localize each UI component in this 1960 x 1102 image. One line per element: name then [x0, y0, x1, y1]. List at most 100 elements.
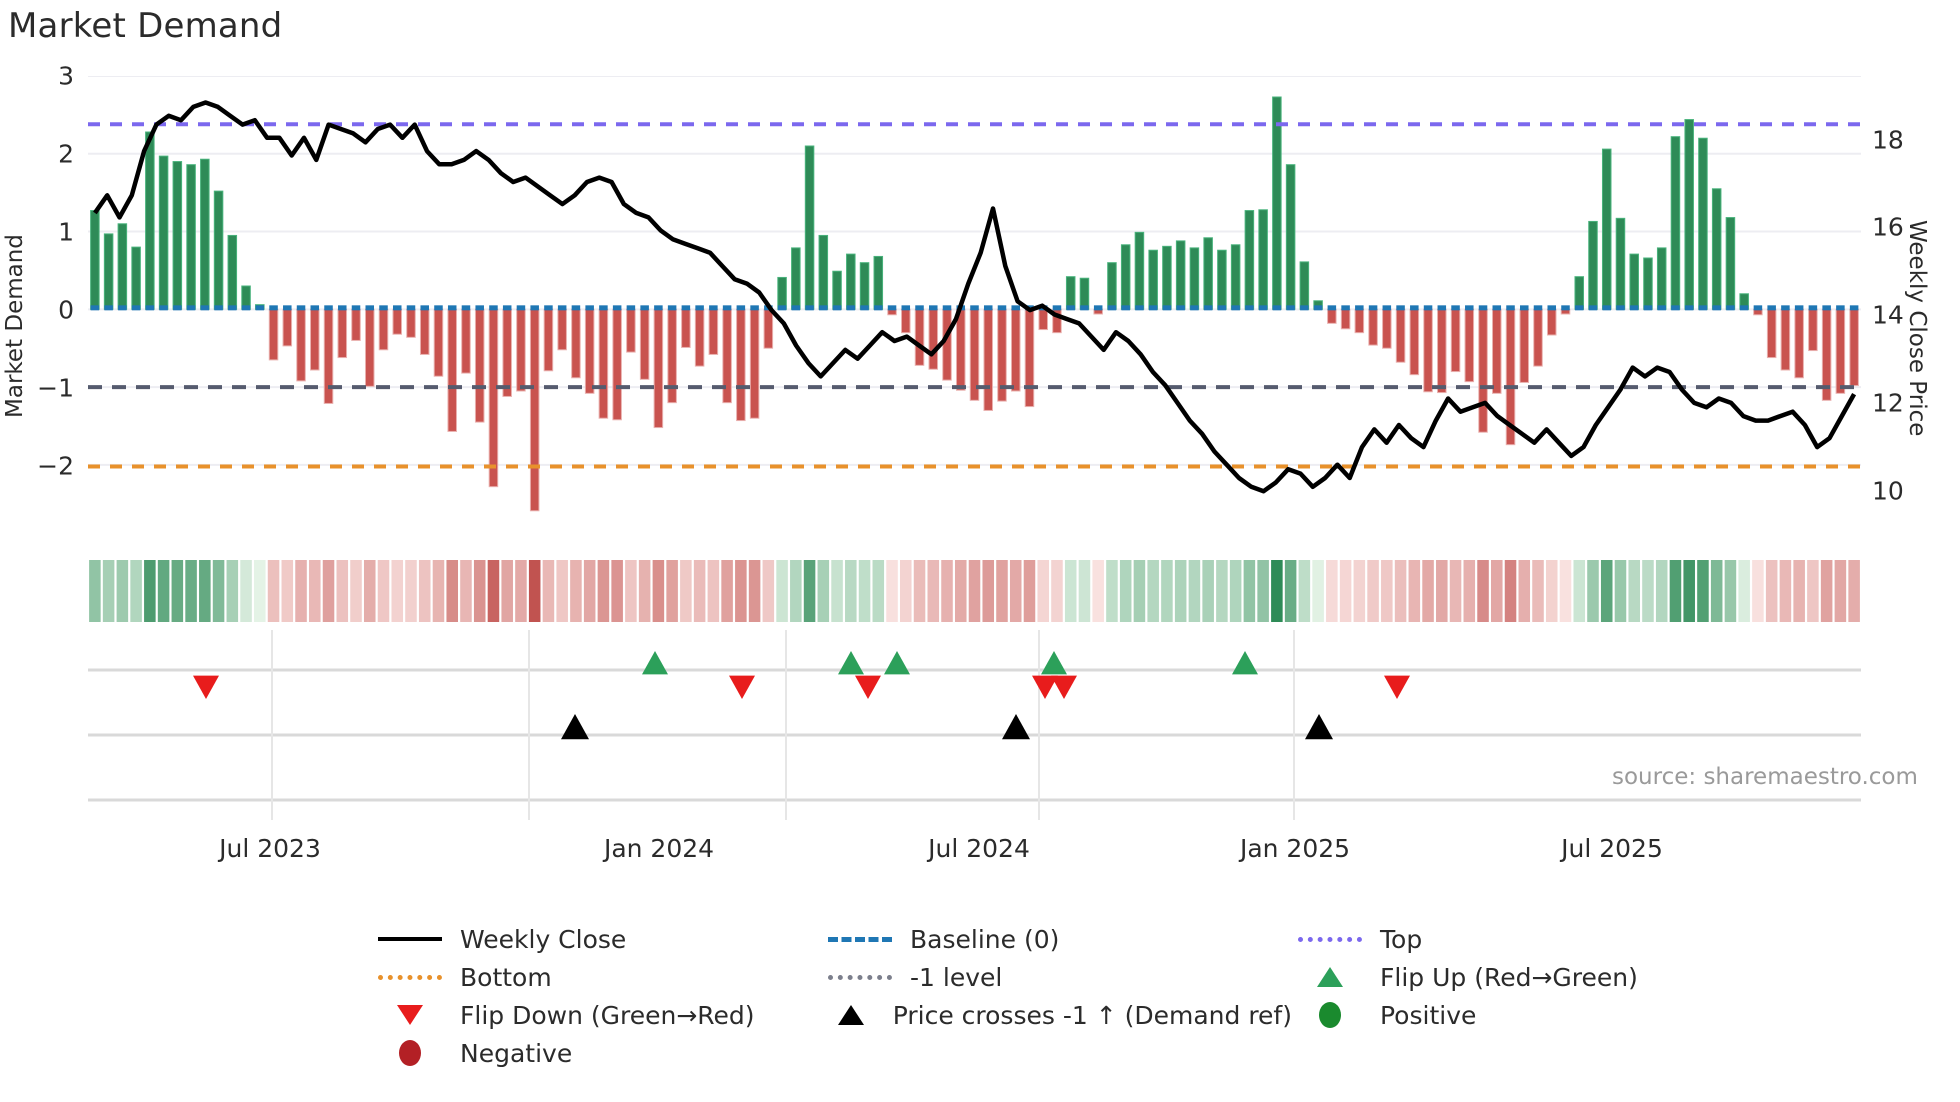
- baseline-marker: [406, 305, 416, 311]
- baseline-marker: [901, 305, 911, 311]
- legend-item-price-crosses[interactable]: Price crosses -1 ↑ (Demand ref): [822, 996, 1292, 1034]
- y-tick-left-2: 2: [58, 139, 74, 169]
- baseline-marker: [131, 305, 141, 311]
- heat-cell: [1147, 560, 1159, 622]
- bar: [103, 233, 114, 310]
- heat-cell: [1655, 560, 1668, 622]
- bar: [1189, 247, 1200, 310]
- baseline-marker: [200, 305, 210, 311]
- baseline-marker: [1410, 305, 1419, 311]
- heat-cell: [1738, 560, 1750, 622]
- baseline-marker: [1836, 305, 1845, 311]
- bar: [736, 308, 746, 422]
- legend-item-positive[interactable]: Positive: [1292, 996, 1692, 1034]
- heat-cell: [913, 560, 926, 622]
- baseline-marker: [489, 305, 498, 311]
- baseline-marker: [777, 305, 787, 311]
- baseline-marker: [1712, 305, 1721, 311]
- heat-cell: [1848, 560, 1860, 622]
- baseline-marker: [392, 305, 402, 311]
- legend-item-negative[interactable]: Negative: [372, 1034, 822, 1072]
- baseline-marker: [1822, 305, 1831, 311]
- baseline-marker: [654, 305, 663, 311]
- bar: [323, 308, 334, 404]
- heat-cell: [597, 560, 610, 622]
- heat-cell: [116, 560, 129, 622]
- baseline-marker: [1726, 305, 1735, 311]
- heat-cell: [638, 560, 651, 622]
- baseline-marker: [214, 305, 223, 311]
- legend-item-flip-down[interactable]: Flip Down (Green→Red): [372, 996, 822, 1034]
- baseline-marker: [502, 305, 512, 311]
- heat-cell: [1545, 560, 1558, 622]
- baseline-marker: [516, 305, 526, 311]
- bar: [942, 308, 952, 381]
- triangle-up-icon: [822, 1005, 881, 1025]
- baseline-marker: [1313, 305, 1323, 311]
- legend-label: Negative: [460, 1038, 573, 1068]
- bar: [117, 223, 128, 310]
- bar: [653, 308, 664, 429]
- bar: [296, 308, 306, 382]
- bar: [1423, 308, 1433, 393]
- heat-cell: [570, 560, 582, 622]
- baseline-marker: [1520, 305, 1529, 311]
- bar: [708, 308, 719, 355]
- baseline-marker: [228, 305, 237, 311]
- heat-cell: [1161, 560, 1173, 622]
- baseline-marker: [1093, 305, 1103, 311]
- solid-line-icon: [372, 937, 448, 941]
- legend-item-bottom[interactable]: Bottom: [372, 958, 822, 996]
- baseline-marker: [90, 305, 100, 311]
- bar: [983, 308, 994, 411]
- flip-up-marker: [642, 651, 668, 675]
- x-tick-jul-2024: Jul 2024: [928, 834, 1030, 863]
- heat-cell: [309, 560, 321, 622]
- baseline-marker: [1506, 305, 1515, 311]
- heat-cell: [1339, 560, 1352, 622]
- y-tick-left-1: 1: [58, 217, 74, 247]
- heat-cell: [556, 560, 568, 622]
- heat-cell: [212, 560, 225, 622]
- baseline-marker: [736, 305, 746, 311]
- heat-cell: [776, 560, 788, 622]
- bar: [1615, 217, 1626, 310]
- baseline-marker: [1437, 305, 1447, 311]
- bar: [1217, 249, 1227, 310]
- bar: [639, 308, 650, 380]
- baseline-marker: [667, 305, 677, 311]
- baseline-marker: [722, 305, 732, 311]
- heat-cell: [1518, 560, 1531, 622]
- y-tick-right-12: 12: [1872, 388, 1904, 418]
- legend-item-weekly-close[interactable]: Weekly Close: [372, 920, 822, 958]
- triangle-down-icon: [372, 1005, 448, 1025]
- baseline-marker: [1547, 305, 1557, 311]
- legend-item-baseline[interactable]: Baseline (0): [822, 920, 1292, 958]
- baseline-marker: [379, 305, 388, 311]
- legend: Weekly Close Baseline (0) Top Bottom -1 …: [372, 920, 1702, 1072]
- bar: [1120, 244, 1131, 310]
- legend-item-top[interactable]: Top: [1292, 920, 1692, 958]
- baseline-marker: [1739, 305, 1749, 311]
- bar: [1780, 308, 1791, 371]
- bar: [1327, 308, 1337, 324]
- bar: [461, 308, 471, 374]
- baseline-marker: [1300, 305, 1309, 311]
- bar: [1107, 262, 1117, 310]
- heat-cell: [1600, 560, 1613, 622]
- baseline-marker: [832, 305, 842, 311]
- heat-cell: [968, 560, 981, 622]
- heat-cell: [1793, 560, 1805, 622]
- heat-cell: [583, 560, 596, 622]
- y-tick-right-14: 14: [1872, 300, 1904, 330]
- baseline-marker: [1011, 305, 1020, 311]
- baseline-marker: [159, 305, 168, 311]
- bar: [694, 308, 705, 367]
- baseline-marker: [310, 305, 320, 311]
- legend-item-flip-up[interactable]: Flip Up (Red→Green): [1292, 958, 1692, 996]
- heat-cell: [254, 560, 266, 622]
- baseline-marker: [241, 305, 251, 311]
- heat-cell: [487, 560, 500, 622]
- legend-item-minus-one-level[interactable]: -1 level: [822, 958, 1292, 996]
